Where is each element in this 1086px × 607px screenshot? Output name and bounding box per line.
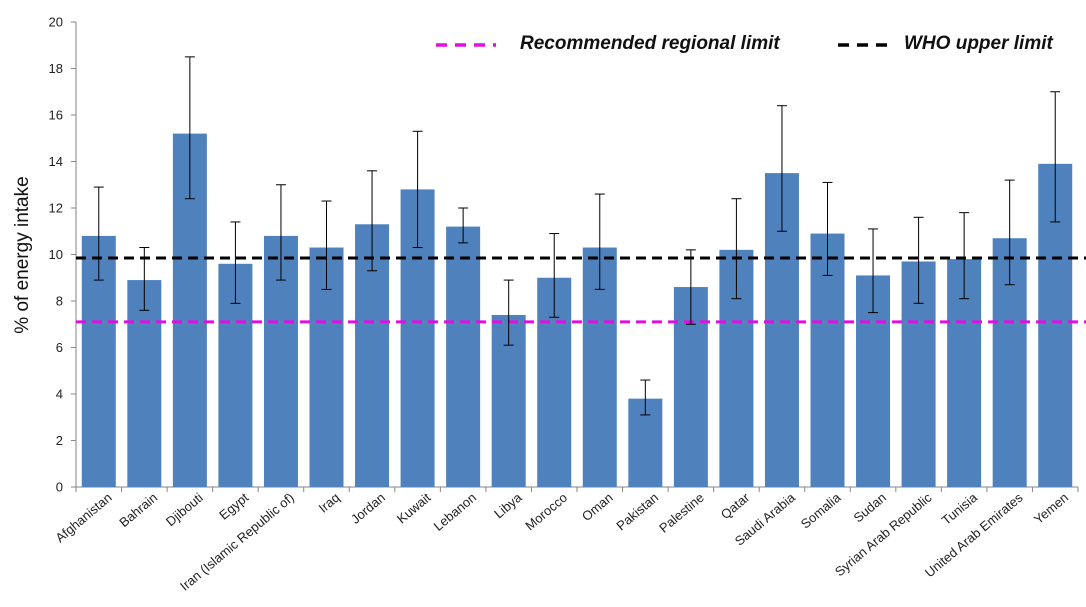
x-tick-label: Iraq	[316, 490, 343, 516]
y-tick-label: 8	[56, 294, 63, 309]
x-tick-label: Djibouti	[163, 490, 206, 529]
legend: Recommended regional limit WHO upper limi…	[436, 33, 1054, 54]
y-axis-label: % of energy intake	[12, 176, 33, 333]
x-tick-label: Morocco	[522, 490, 570, 534]
x-tick-label: Somalia	[798, 489, 844, 531]
y-tick-label: 4	[56, 387, 63, 402]
y-tick-label: 14	[49, 154, 63, 169]
y-tick-label: 20	[49, 15, 63, 30]
x-tick-label: Jordan	[348, 490, 388, 527]
x-tick-label: Pakistan	[613, 490, 661, 534]
x-tick-label: Bahrain	[116, 490, 160, 530]
x-tick-label: Kuwait	[394, 490, 434, 527]
y-tick-label: 6	[56, 340, 63, 355]
y-tick-label: 12	[49, 201, 63, 216]
x-tick-label: Sudan	[851, 490, 889, 526]
y-tick-label: 0	[56, 480, 63, 495]
x-tick-label: Libya	[491, 489, 525, 521]
x-tick-label: Tunisia	[939, 489, 981, 528]
x-tick-label: Qatar	[718, 489, 753, 522]
bar	[127, 280, 162, 487]
y-tick-label: 2	[56, 433, 63, 448]
y-tick-label: 16	[49, 108, 63, 123]
x-tick-label: Lebanon	[431, 490, 479, 534]
x-tick-label: Oman	[579, 490, 616, 524]
legend-label: WHO upper limit	[904, 33, 1054, 54]
x-tick-label: Yemen	[1031, 490, 1071, 527]
y-tick-label: 10	[49, 247, 63, 262]
x-tick-label: Egypt	[216, 490, 251, 523]
bar	[446, 226, 481, 487]
x-tick-label: Afghanistan	[52, 490, 114, 546]
plot-area: 0 2 4 6 8 10 12 14 16 18 20 Afghanistan Bahrain Djibo…	[49, 15, 1086, 594]
x-tick-label: Palestine	[656, 490, 707, 536]
y-tick-label: 18	[49, 61, 63, 76]
legend-label: Recommended regional limit	[520, 33, 780, 54]
